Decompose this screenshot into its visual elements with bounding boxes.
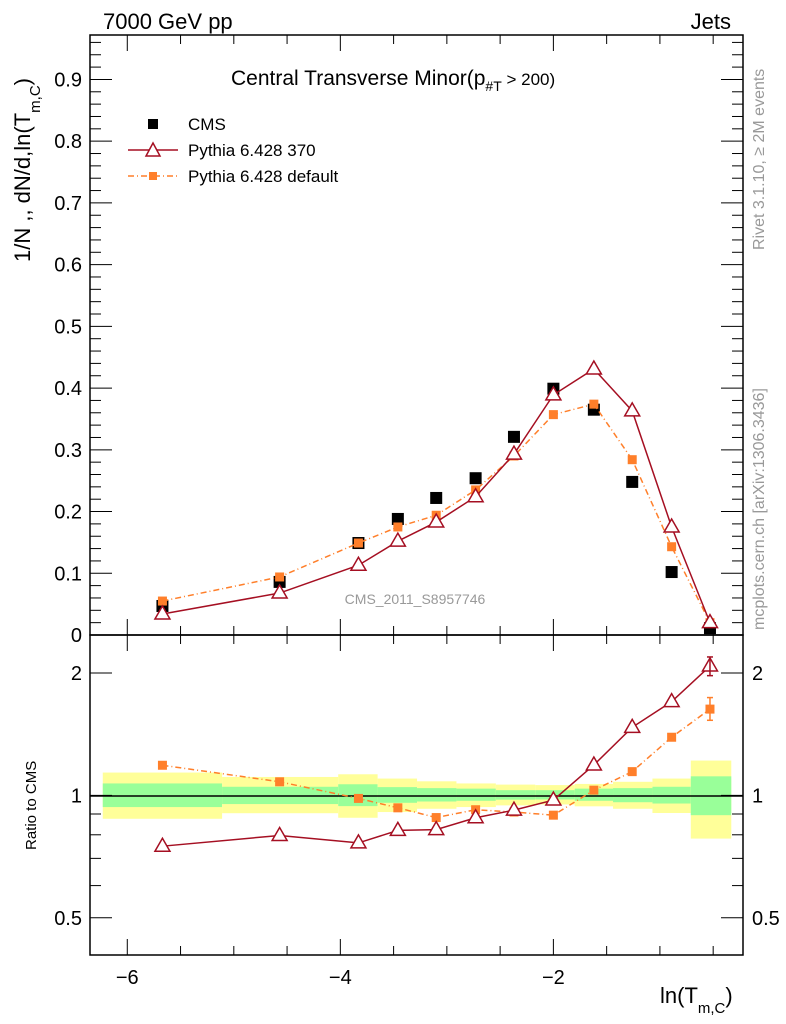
pdef-point — [353, 538, 363, 548]
p370-point — [585, 359, 603, 375]
p370-ratio-line — [162, 665, 711, 847]
p370-point — [505, 444, 523, 460]
legend-label-pdef: Pythia 6.428 default — [188, 167, 339, 186]
y-tick-label: 0.4 — [54, 378, 82, 400]
p370-point — [270, 583, 289, 599]
ratio-y-tick-label-right: 2 — [752, 663, 763, 685]
y-tick-label: 0.9 — [54, 69, 82, 91]
p370-point — [623, 401, 642, 417]
ratio-y-tick-label-right: 1 — [752, 785, 763, 807]
y-tick-label: 0.3 — [54, 440, 82, 462]
y-tick-label: 0.8 — [54, 131, 82, 153]
p370-ratio-point — [389, 820, 407, 837]
legend-label-p370: Pythia 6.428 370 — [188, 141, 316, 160]
p370-ratio-point — [505, 800, 523, 816]
cms-point — [391, 512, 404, 525]
y-tick-label: 0.1 — [54, 563, 82, 585]
band-inner-bin — [417, 788, 457, 802]
header-right: Jets — [691, 9, 731, 34]
rivet-label: Rivet 3.1.10, ≥ 2M events — [751, 69, 768, 250]
pdef-point — [589, 399, 599, 409]
p370-ratio-point — [662, 692, 681, 708]
y-tick-label: 0 — [71, 625, 82, 647]
legend-label-cms: CMS — [188, 115, 226, 134]
y-axis-label: 1/N ,, dN/d,ln(Tm,C) — [10, 78, 44, 262]
pdef-point — [157, 596, 167, 606]
y-tick-label: 0.5 — [54, 316, 82, 338]
pdef-ratio-point — [589, 785, 599, 795]
pdef-ratio-point — [548, 810, 558, 820]
legend-marker-cms — [148, 119, 158, 129]
ratio-plot-frame — [89, 634, 744, 956]
p370-point — [701, 613, 719, 629]
p370-ratio-point — [466, 808, 485, 824]
pdef-ratio-point — [431, 813, 441, 823]
header-left: 7000 GeV pp — [103, 9, 233, 34]
legend-marker-pdef — [149, 172, 157, 180]
cms-point — [469, 472, 482, 485]
pdef-ratio-point — [393, 803, 403, 813]
cms-point — [430, 491, 443, 504]
pdef-point — [275, 572, 285, 582]
cms-point — [626, 475, 639, 488]
pdef-line — [162, 403, 711, 623]
pdef-ratio-point — [157, 760, 167, 770]
p370-ratio-point — [270, 825, 289, 842]
pdef-point — [667, 542, 677, 552]
p370-ratio-point — [153, 836, 172, 852]
band-inner-bin — [574, 788, 614, 801]
band-inner-bin — [613, 788, 653, 803]
pdef-ratio-line — [162, 708, 711, 819]
p370-ratio-point — [427, 820, 446, 836]
p370-ratio-point — [585, 755, 603, 771]
band-inner-bin — [495, 790, 536, 800]
p370-ratio-point — [349, 833, 368, 849]
p370-point — [544, 385, 563, 401]
ratio-y-tick-label: 2 — [71, 663, 82, 685]
plot-title: Central Transverse Minor(p#T > 200) — [231, 67, 555, 94]
x-tick-label: −4 — [329, 967, 352, 989]
p370-point — [662, 517, 681, 533]
pdef-point — [627, 455, 637, 465]
pdef-ratio-point — [353, 793, 363, 803]
y-tick-label: 0.6 — [54, 255, 82, 277]
x-axis-label: ln(Tm,C) — [660, 983, 733, 1017]
p370-line — [162, 367, 711, 623]
x-tick-label: −6 — [116, 967, 139, 989]
legend: CMS Pythia 6.428 370 Pythia 6.428 defaul… — [128, 115, 339, 186]
p370-point — [349, 555, 368, 571]
p370-ratio-point — [544, 790, 563, 806]
cms-point — [665, 566, 678, 579]
band-inner-bin — [377, 787, 418, 803]
ratio-y-tick-label: 1 — [71, 785, 82, 807]
band-inner-bin — [456, 788, 496, 801]
analysis-watermark: CMS_2011_S8957746 — [345, 591, 486, 607]
y-tick-label: 0.7 — [54, 193, 82, 215]
pdef-ratio-point — [667, 732, 677, 742]
x-tick-label: −2 — [542, 967, 565, 989]
ratio-y-tick-label-right: 0.5 — [752, 908, 780, 930]
pdef-ratio-point — [275, 777, 285, 787]
p370-point — [389, 531, 407, 547]
cms-point — [507, 430, 520, 443]
y-tick-label: 0.2 — [54, 502, 82, 524]
p370-ratio-point — [623, 717, 642, 734]
pdef-point — [393, 522, 403, 532]
legend-marker-p370 — [144, 141, 162, 157]
mcplots-label: mcplots.cern.ch [arXiv:1306.3436] — [751, 388, 768, 630]
pdef-ratio-point — [627, 767, 637, 777]
p370-point — [427, 512, 446, 528]
band-inner-bin — [652, 786, 691, 804]
ratio-y-tick-label: 0.5 — [54, 908, 82, 930]
pdef-point — [548, 410, 558, 420]
ratio-y-axis-label: Ratio to CMS — [23, 761, 40, 850]
axis-ticks: −6 −4 −2 0 0.1 0.2 0.3 0.4 0.5 0.6 0.7 0.8 0.9 0.5 0.5… — [54, 35, 780, 989]
data-marks — [153, 359, 719, 852]
p370-point — [466, 487, 485, 503]
p370-point — [153, 604, 172, 620]
ratio-uncertainty-bands — [102, 760, 732, 839]
